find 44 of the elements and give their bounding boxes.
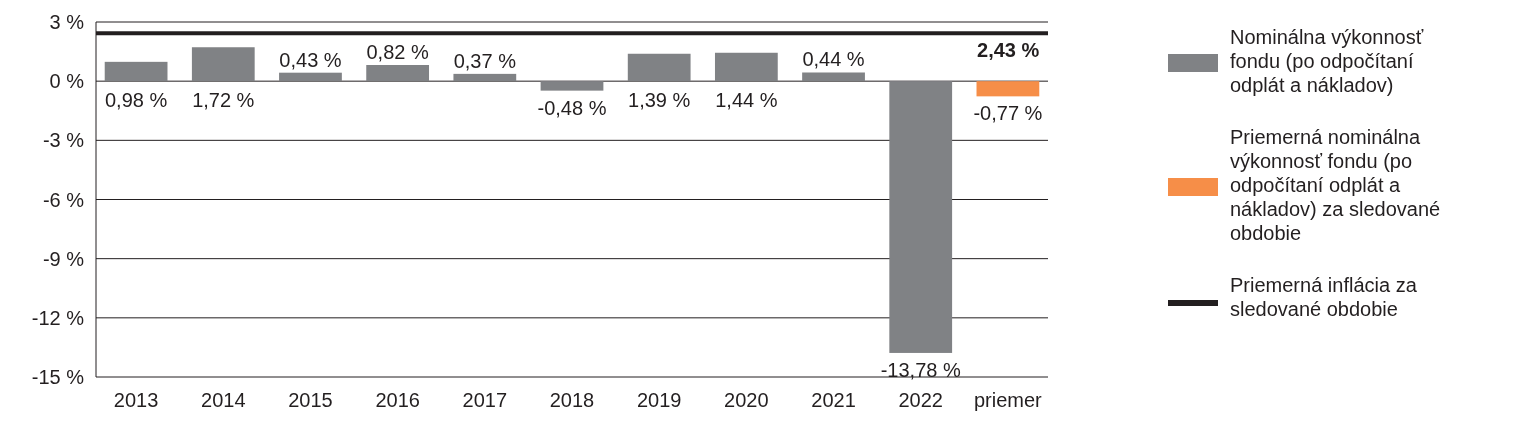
annotation: 2,43 %: [977, 39, 1040, 62]
bar: [627, 53, 691, 82]
bar: [714, 52, 778, 82]
bar: [191, 47, 255, 82]
x-tick-label: 2022: [898, 389, 943, 411]
bar: [889, 81, 953, 353]
bar: [540, 81, 604, 91]
data-label: -0,48 %: [537, 96, 607, 119]
x-tick-label: 2019: [636, 389, 682, 411]
y-tick-label: 0 %: [49, 70, 85, 93]
x-tick-label: 2016: [375, 389, 420, 411]
legend-label: Priemerná nominálna výkonnosť fondu (po odpočítaní odplát a nákladov) za sledované obdobie: [1230, 126, 1441, 244]
bar: [976, 81, 1040, 97]
y-tick-label: -12 %: [31, 306, 85, 329]
x-tick-label: 2014: [201, 389, 246, 411]
legend-label: Nominálna výkonnosť fondu (po odpočítaní odplát a nákladov): [1230, 26, 1424, 96]
x-tick-label: 2013: [113, 389, 159, 411]
bar: [104, 61, 168, 82]
x-tick-label: 2021: [811, 389, 856, 411]
data-label: 0,44 %: [802, 48, 865, 71]
data-label: 0,43 %: [279, 48, 342, 71]
y-tick-label: -9 %: [42, 247, 85, 270]
y-tick-label: -3 %: [42, 129, 85, 152]
data-label: 1,44 %: [715, 89, 778, 112]
bar: [802, 72, 865, 82]
data-label: 1,39 %: [628, 89, 691, 112]
x-tick-label: 2018: [549, 389, 595, 411]
data-label: -13,78 %: [880, 358, 961, 381]
x-tick-label: 2017: [462, 389, 508, 411]
data-label: 0,37 %: [453, 49, 517, 72]
data-label: 0,82 %: [366, 40, 429, 63]
x-tick-label: 2020: [724, 389, 769, 411]
y-tick-label: -15 %: [31, 366, 85, 388]
y-tick-label: 3 %: [49, 11, 85, 33]
data-label: 0,98 %: [104, 89, 168, 112]
data-label: -0,77 %: [973, 102, 1043, 125]
bar: [279, 72, 342, 82]
x-tick-label: priemer: [974, 389, 1043, 411]
y-tick-label: -6 %: [42, 188, 85, 211]
legend-label: Priemerná inflácia za sledované obdobie: [1230, 274, 1418, 320]
x-tick-label: 2015: [288, 389, 333, 411]
bar: [366, 64, 430, 82]
data-label: 1,72 %: [192, 89, 255, 112]
bar: [453, 73, 517, 82]
